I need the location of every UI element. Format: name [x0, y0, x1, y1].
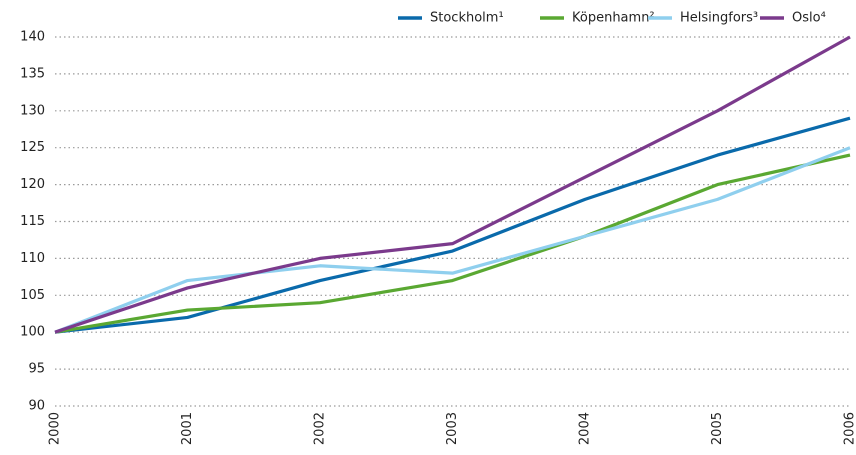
legend-label: Oslo⁴ — [792, 11, 826, 26]
y-tick-label: 130 — [20, 103, 45, 118]
y-tick-label: 140 — [20, 30, 45, 45]
x-tick-label: 2004 — [578, 412, 593, 445]
series-line — [54, 153, 851, 334]
y-tick-label: 90 — [28, 399, 45, 414]
series-line — [54, 146, 851, 334]
legend-label: Köpenhamn² — [572, 11, 655, 26]
y-tick-label: 120 — [20, 177, 45, 192]
x-tick-label: 2001 — [180, 412, 195, 445]
legend-label: Helsingfors³ — [680, 11, 758, 26]
x-tick-label: 2005 — [710, 412, 725, 445]
y-tick-label: 105 — [20, 288, 45, 303]
series-line — [54, 35, 851, 334]
legend-label: Stockholm¹ — [430, 11, 504, 26]
y-tick-label: 110 — [20, 251, 45, 266]
y-tick-label: 100 — [20, 325, 45, 340]
y-tick-label: 115 — [20, 214, 45, 229]
series-line — [54, 116, 851, 334]
x-tick-label: 2002 — [313, 412, 328, 445]
x-tick-label: 2003 — [445, 412, 460, 445]
x-tick-label: 2006 — [843, 412, 856, 445]
y-tick-label: 125 — [20, 140, 45, 155]
x-tick-label: 2000 — [48, 412, 63, 445]
y-tick-label: 135 — [20, 66, 45, 81]
y-tick-label: 95 — [28, 362, 45, 377]
